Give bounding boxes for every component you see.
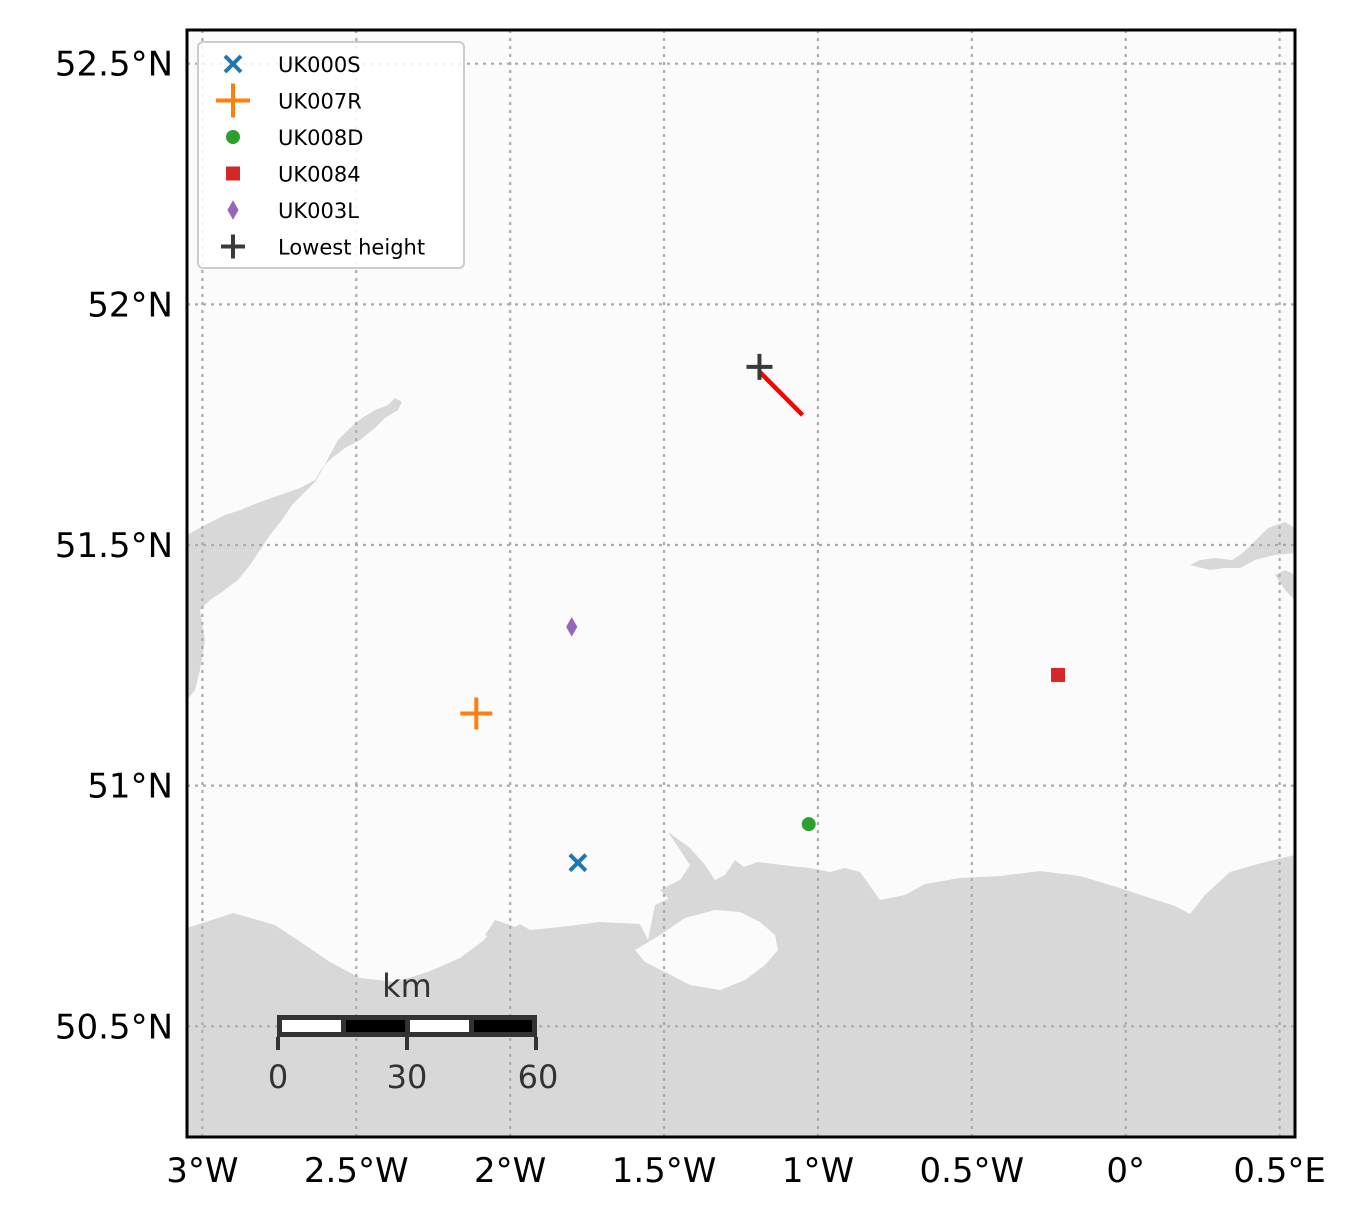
x-tick-label: 1.5°W <box>612 1151 717 1191</box>
legend-label: UK000S <box>278 53 361 77</box>
legend-marker <box>227 200 239 220</box>
gridlines <box>187 30 1295 1137</box>
station-marker-uk007r <box>460 697 493 730</box>
scale-bar-segment <box>410 1020 469 1032</box>
legend-label: UK007R <box>278 90 362 114</box>
map-area <box>187 30 1295 1137</box>
station-marker-uk008d <box>801 817 816 832</box>
sea-thames-outer <box>1275 570 1295 600</box>
sea-thames-estuary <box>1190 522 1295 570</box>
scale-bar-segment <box>346 1020 405 1032</box>
y-tick-label: 52°N <box>87 285 173 325</box>
y-tick-label: 51°N <box>87 767 173 807</box>
sea-english-channel <box>187 855 1295 1137</box>
x-tick-label: 3°W <box>166 1151 238 1191</box>
scale-bar-label: 60 <box>518 1058 559 1096</box>
y-tick-label: 52.5°N <box>55 45 173 85</box>
station-marker-uk000s <box>568 853 588 873</box>
x-tick-label: 0.5°W <box>919 1151 1024 1191</box>
lowest-height-marker <box>746 353 773 380</box>
scale-bar-segment <box>474 1020 532 1032</box>
legend-marker <box>221 234 245 259</box>
scale-bar-label: 0 <box>268 1058 288 1096</box>
isle-of-wight <box>635 910 778 990</box>
legend-marker <box>226 166 240 181</box>
y-tick-label: 50.5°N <box>55 1007 173 1047</box>
x-tick-label: 0° <box>1106 1151 1145 1191</box>
legend-marker <box>216 83 250 118</box>
scale-bar-segment <box>282 1020 341 1032</box>
legend-label: UK003L <box>278 199 359 223</box>
station-marker-uk0084 <box>1051 667 1066 682</box>
x-tick-labels: 3°W 2.5°W 2°W 1.5°W 1°W 0.5°W 0° 0.5°E <box>166 1151 1326 1191</box>
sea-southampton-water <box>660 832 810 910</box>
scale-bar-label: 30 <box>387 1058 428 1096</box>
scale-bar-unit: km <box>382 967 432 1005</box>
station-markers <box>460 353 1066 873</box>
x-tick-label: 0.5°E <box>1233 1151 1326 1191</box>
scale-bar-frame <box>277 1015 537 1037</box>
scale-bar: km 0 30 60 <box>268 967 559 1096</box>
y-tick-label: 51.5°N <box>55 526 173 566</box>
legend: UK000S UK007R UK008D UK0084 UK003L Lowest hei… <box>197 41 465 269</box>
x-tick-label: 2.5°W <box>304 1151 409 1191</box>
axes-frame <box>185 28 1297 1139</box>
legend-label: Lowest height <box>278 236 425 260</box>
legend-marker <box>223 54 243 74</box>
legend-label: UK008D <box>278 126 363 150</box>
sea-bristol-channel <box>187 398 402 700</box>
legend-label: UK0084 <box>278 163 361 187</box>
sea-poole-harbour <box>485 920 528 948</box>
legend-box <box>197 41 465 269</box>
station-marker-uk003l <box>566 617 578 637</box>
y-tick-labels: 52.5°N 52°N 51.5°N 51°N 50.5°N <box>55 45 173 1048</box>
x-tick-label: 2°W <box>474 1151 546 1191</box>
x-tick-label: 1°W <box>782 1151 854 1191</box>
track-line <box>757 370 805 417</box>
legend-marker <box>226 130 240 144</box>
